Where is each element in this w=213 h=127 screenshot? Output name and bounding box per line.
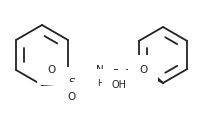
Text: O: O (139, 65, 147, 75)
Text: O: O (48, 65, 56, 75)
Text: S: S (68, 78, 76, 88)
Text: OH: OH (111, 80, 127, 90)
Text: H: H (97, 78, 103, 88)
Text: N: N (96, 65, 104, 75)
Text: O: O (68, 92, 76, 102)
